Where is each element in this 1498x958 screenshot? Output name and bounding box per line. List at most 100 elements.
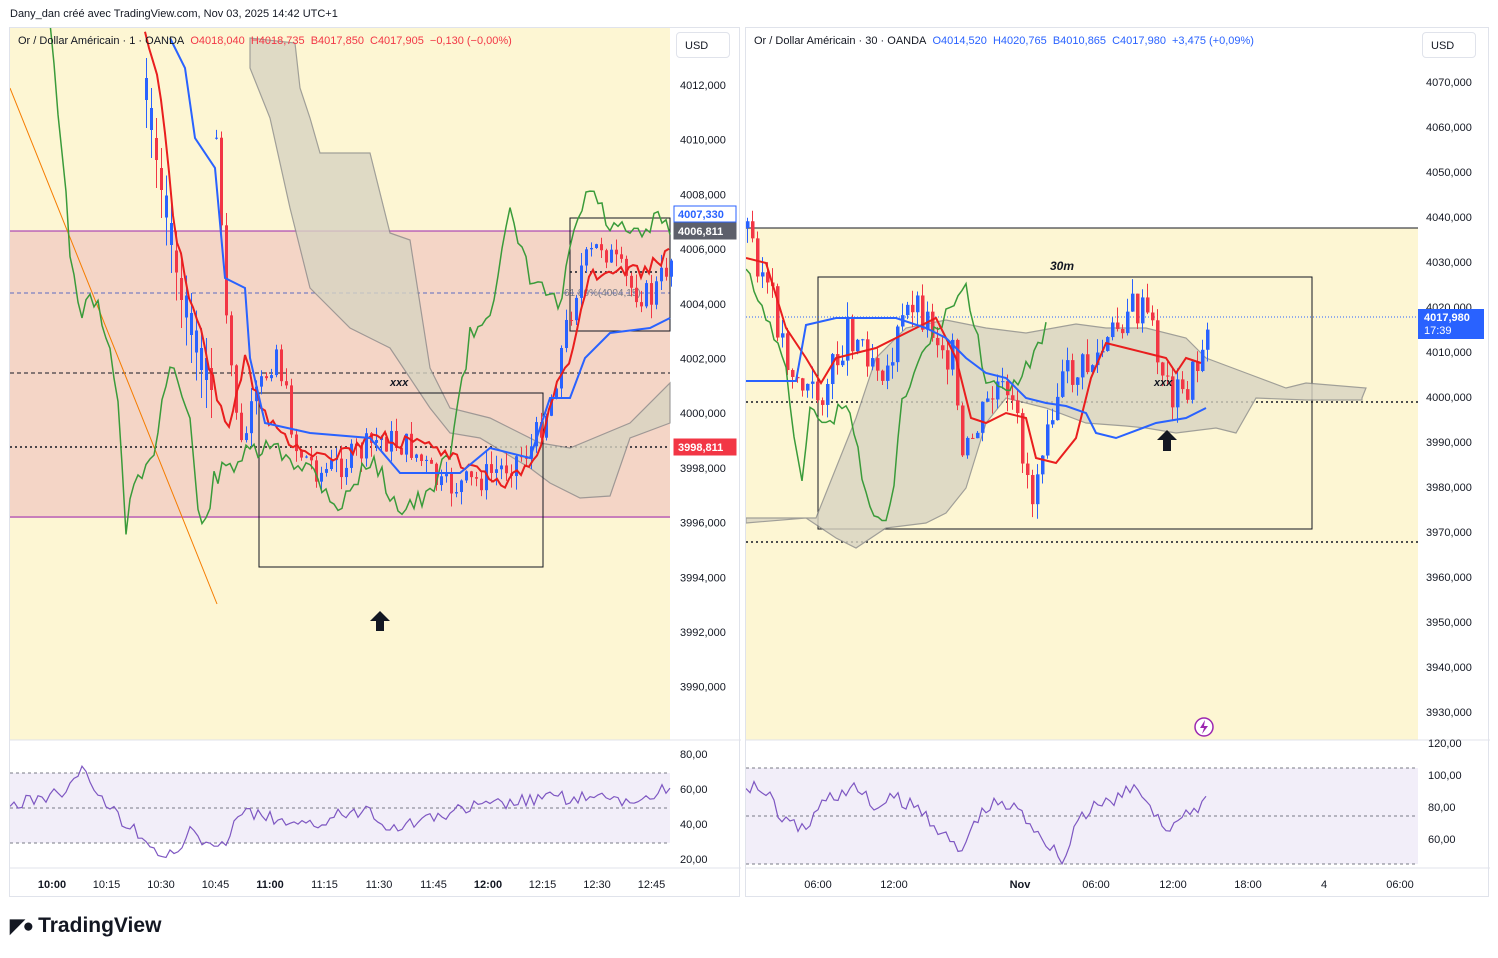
- left-time-tick: 12:00: [474, 879, 502, 891]
- right-candle-body: [1041, 455, 1045, 475]
- left-candle-body: [385, 437, 388, 452]
- right-candle-body: [861, 339, 865, 341]
- right-rsi-line: [745, 780, 1207, 866]
- right-time-tick: Nov: [1010, 879, 1032, 891]
- left-price-tag: [673, 222, 737, 240]
- left-candle-body: [420, 454, 423, 461]
- right-candle-body: [821, 400, 825, 405]
- left-candle-body: [195, 330, 198, 353]
- left-candle-body: [495, 469, 498, 473]
- left-candle-body: [410, 433, 413, 458]
- right-candle-body: [1061, 371, 1065, 397]
- left-currency-button[interactable]: USD: [676, 32, 730, 58]
- left-candle-body: [190, 313, 193, 335]
- left-candle-body: [400, 447, 403, 455]
- left-candle-body: [455, 492, 458, 494]
- left-candle-body: [245, 433, 248, 441]
- left-chikou-line: [49, 23, 671, 535]
- right-candle-body: [1081, 354, 1085, 378]
- right-candle-body: [1071, 360, 1075, 385]
- left-xxx-annotation: xxx: [389, 377, 409, 389]
- right-price-tick: 4050,000: [1426, 167, 1472, 179]
- left-candle-body: [440, 476, 443, 486]
- left-candle-body: [280, 349, 283, 382]
- left-candle-body: [390, 430, 393, 452]
- left-candle-body: [310, 456, 313, 461]
- right-candle-body: [1086, 354, 1090, 373]
- right-candle-body: [1181, 379, 1185, 390]
- left-candle-body: [490, 464, 493, 473]
- right-time-tick: 06:00: [1386, 879, 1414, 891]
- right-candle-body: [1026, 463, 1030, 476]
- left-candle-body: [650, 283, 653, 305]
- left-price-tick: 3990,000: [680, 682, 726, 694]
- left-ichimoku-cloud: [249, 37, 671, 499]
- left-candle-body: [470, 471, 473, 478]
- right-candle-body: [1001, 381, 1005, 383]
- left-candle-body: [590, 248, 593, 250]
- left-chart-canvas[interactable]: 61,80%(4004,15) xxx 4012,000 4010,000 4008,0…: [9, 23, 741, 898]
- left-candle-body: [235, 365, 238, 413]
- right-rsi-tick: 100,00: [1428, 770, 1462, 782]
- right-candle-body: [831, 354, 835, 385]
- right-chart-panel[interactable]: 30m xxx 4070,000 4060,000 4050,000 4040,000 40…: [745, 27, 1490, 898]
- left-candle-body: [230, 315, 233, 366]
- right-candle-body: [971, 437, 975, 439]
- left-ohlc-legend: Or / Dollar Américain · 1 · OANDA O4018,…: [18, 35, 515, 47]
- left-time-tick: 10:00: [38, 879, 66, 891]
- left-candle-body: [415, 454, 418, 458]
- right-time-tick: 06:00: [1082, 879, 1110, 891]
- left-price-tag: [673, 438, 737, 456]
- right-rsi-tick: 60,00: [1428, 834, 1456, 846]
- right-candle-body: [816, 381, 820, 401]
- tradingview-logo-icon: ◤●: [10, 915, 34, 937]
- right-candle-body: [766, 272, 770, 283]
- right-candle-body: [746, 221, 750, 228]
- right-candle-body: [1021, 413, 1025, 464]
- right-candle-body: [836, 354, 840, 366]
- right-chart-canvas[interactable]: 30mxxx4070,0004060,0004050,0004040,00040…: [745, 28, 1490, 898]
- tradingview-logo[interactable]: ◤● TradingView: [10, 914, 161, 938]
- left-candle-body: [430, 459, 433, 464]
- left-candle-body: [555, 388, 558, 399]
- left-candle-body: [575, 297, 578, 321]
- left-time-tick: 11:15: [311, 879, 338, 891]
- right-price-tick: 3930,000: [1426, 707, 1472, 719]
- left-candle-body: [670, 260, 673, 277]
- right-kijun-line: [746, 317, 1207, 440]
- right-candle-body: [1116, 322, 1120, 329]
- right-price-tick: 4010,000: [1426, 347, 1472, 359]
- left-rsi-line: [9, 764, 671, 859]
- left-rsi-tick: 80,00: [680, 749, 708, 761]
- right-bid: B4010,865: [1052, 35, 1107, 47]
- left-candle-body: [630, 275, 633, 288]
- right-candle-body: [841, 360, 845, 366]
- right-candle-body: [951, 339, 955, 370]
- left-kijun-line: [169, 37, 671, 474]
- left-time-tick: 10:30: [147, 879, 175, 891]
- right-candle-body: [1076, 377, 1080, 385]
- left-candle-body: [620, 254, 623, 259]
- left-price-tag: [673, 205, 737, 223]
- left-time-tick: 11:00: [256, 879, 284, 891]
- left-candle-body: [305, 456, 308, 458]
- right-high: H4020,765: [992, 35, 1047, 47]
- chart-credit: Dany_dan créé avec TradingView.com, Nov …: [10, 8, 338, 20]
- left-candle-body: [625, 258, 628, 276]
- right-candle-body: [996, 381, 1000, 400]
- left-candle-body: [265, 376, 268, 379]
- left-candle-body: [290, 385, 293, 435]
- lightning-icon: [1200, 720, 1208, 734]
- right-price-tag-price: 4017,980: [1424, 312, 1470, 324]
- right-candle-body: [881, 370, 885, 381]
- right-candle-body: [811, 381, 815, 384]
- right-currency-button[interactable]: USD: [1422, 32, 1476, 58]
- left-price-tick: 4008,000: [680, 189, 726, 201]
- left-candle-body: [460, 480, 463, 493]
- left-price-tick: 4004,000: [680, 299, 726, 311]
- left-candle-body: [345, 467, 348, 478]
- right-candle-body: [956, 339, 960, 406]
- left-price-tag-label: 4007,330: [678, 209, 724, 221]
- right-candle-body: [921, 295, 925, 330]
- left-chart-panel[interactable]: 61,80%(4004,15) xxx 4012,000 4010,000 4008,0…: [9, 23, 741, 898]
